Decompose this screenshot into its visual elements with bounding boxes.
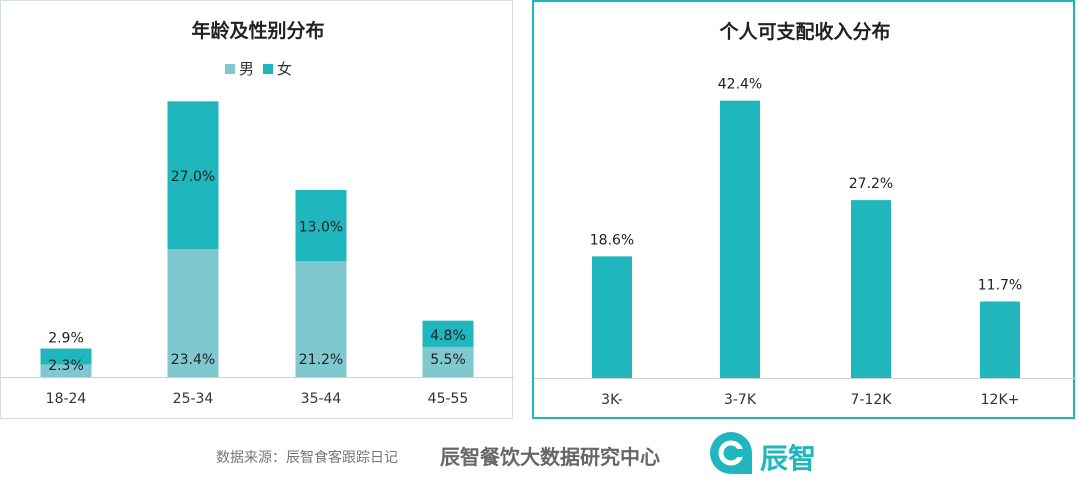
legend-label-0: 男 — [239, 60, 254, 78]
data-label-female-1: 27.0% — [171, 169, 215, 185]
data-label-1: 42.4% — [718, 77, 762, 93]
bar-female-0 — [40, 348, 92, 365]
data-label-male-3: 5.5% — [430, 352, 466, 368]
data-label-3: 11.7% — [978, 277, 1022, 293]
bar-female-1 — [167, 101, 219, 250]
income-chart: 个人可支配收入分布 18.6% 3K- 42.4% 3-7K 27.2% 7-12K 11.7… — [534, 20, 1077, 408]
x-tick-label-0: 3K- — [601, 392, 623, 408]
x-tick-label-1: 3-7K — [724, 392, 757, 408]
chart-title: 个人可支配收入分布 — [718, 20, 890, 43]
x-tick-label-0: 18-24 — [46, 391, 87, 407]
bar-female-3 — [422, 320, 474, 347]
legend-swatch-0 — [225, 64, 235, 74]
bar-female-2 — [295, 189, 347, 262]
data-label-female-2: 13.0% — [299, 219, 343, 235]
research-center-name: 辰智餐饮大数据研究中心 — [440, 445, 660, 469]
data-label-female-0: 2.9% — [48, 331, 84, 347]
x-tick-label-2: 35-44 — [301, 391, 342, 407]
data-label-male-1: 23.4% — [171, 352, 215, 368]
brand-logo-icon — [710, 432, 752, 474]
bar-male-3 — [422, 346, 474, 377]
legend-label-1: 女 — [277, 60, 292, 78]
age-gender-chart-panel: 年龄及性别分布男 女 2.3% 2.9% 18-24 23.4% 27.0% 25-34 21.… — [0, 0, 514, 419]
bar-income-2 — [851, 200, 891, 378]
bar-male-0 — [40, 364, 92, 377]
bar-male-2 — [295, 261, 347, 377]
data-label-male-2: 21.2% — [299, 352, 343, 368]
bar-income-3 — [980, 301, 1020, 378]
data-source-text: 数据来源：辰智食客跟踪日记 — [216, 450, 398, 466]
x-tick-label-2: 7-12K — [851, 392, 893, 408]
x-tick-label-3: 12K+ — [981, 392, 1020, 408]
bar-income-0 — [592, 256, 632, 378]
data-label-0: 18.6% — [590, 232, 634, 248]
chart-title: 年龄及性别分布 — [191, 19, 324, 42]
bar-income-1 — [720, 100, 760, 378]
footer — [0, 419, 1080, 481]
income-chart-panel: 个人可支配收入分布 18.6% 3K- 42.4% 3-7K 27.2% 7-12K 11.7… — [532, 0, 1077, 419]
data-label-2: 27.2% — [849, 176, 893, 192]
x-tick-label-3: 45-55 — [428, 391, 469, 407]
legend-swatch-1 — [263, 64, 273, 74]
data-label-male-0: 2.3% — [48, 358, 84, 374]
bar-male-1 — [167, 249, 219, 377]
brand-name: 辰智 — [760, 442, 817, 475]
data-label-female-3: 4.8% — [430, 328, 466, 344]
x-tick-label-1: 25-34 — [173, 391, 214, 407]
